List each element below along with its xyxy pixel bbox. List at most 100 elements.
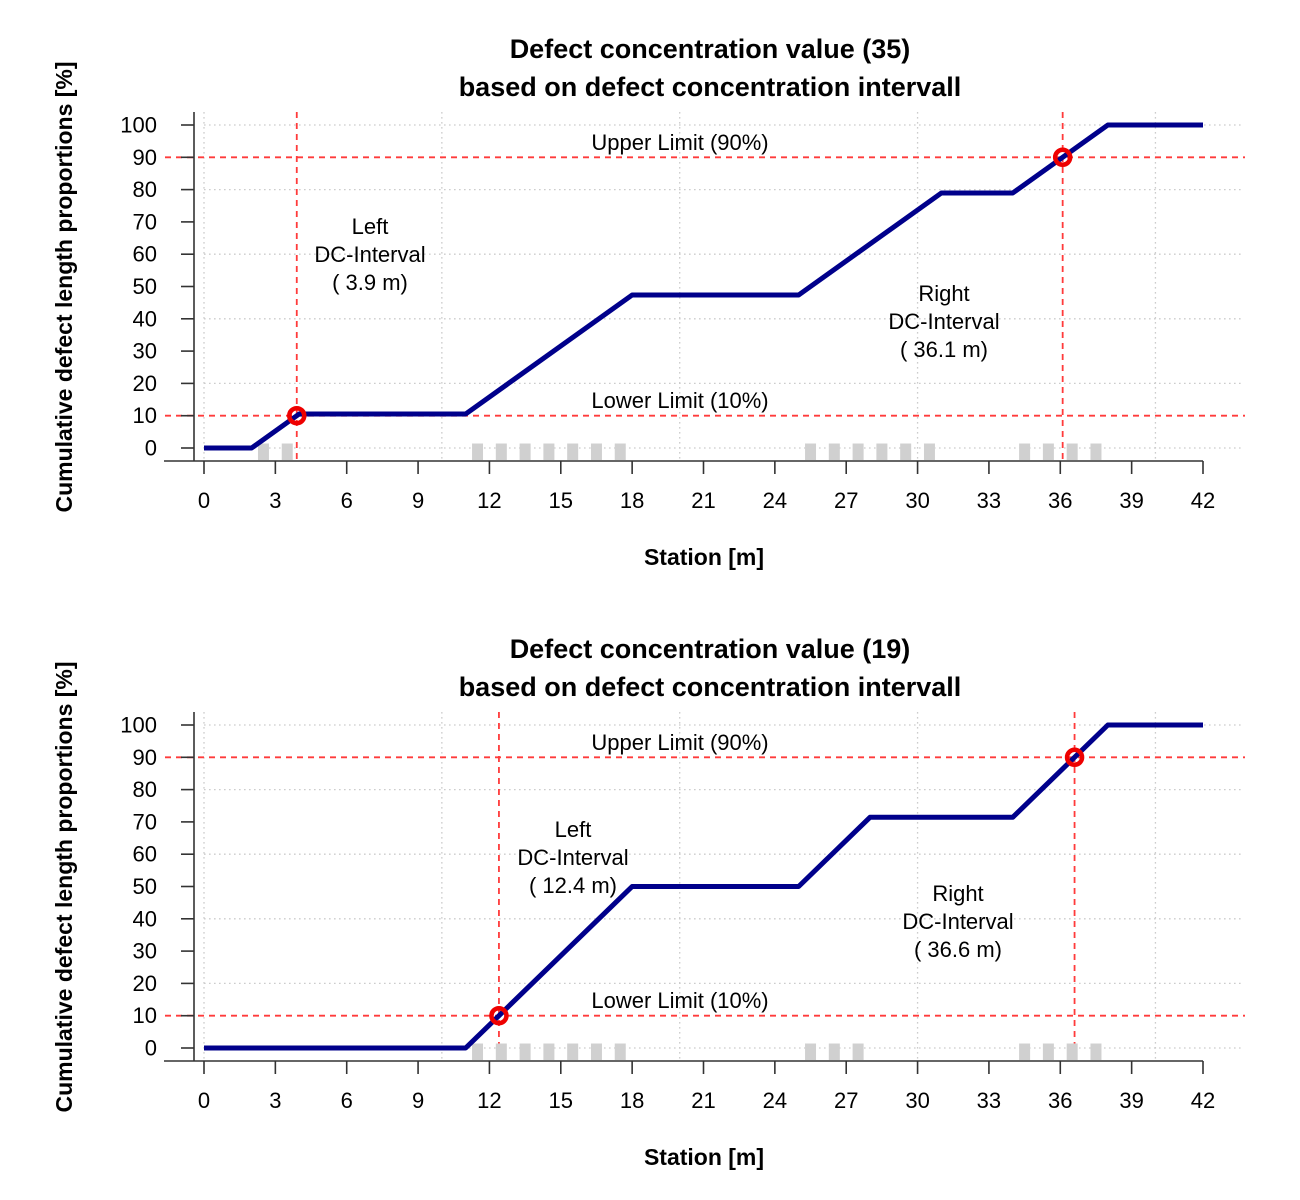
left-dc-interval-annotation-line2: DC-Interval — [517, 845, 628, 870]
y-axis-tick-label: 40 — [133, 906, 157, 931]
y-axis-tick-label: 10 — [133, 403, 157, 428]
y-axis-tick-label: 100 — [120, 713, 157, 738]
x-axis-tick-label: 21 — [691, 1088, 715, 1113]
limit-crossing-marker — [1052, 147, 1073, 168]
x-axis-tick-label: 30 — [905, 488, 929, 513]
y-axis-tick-label: 60 — [133, 242, 157, 267]
x-axis-tick-label: 27 — [834, 1088, 858, 1113]
left-dc-interval-annotation-line3: ( 12.4 m) — [529, 873, 617, 898]
y-axis-tick-label: 90 — [133, 145, 157, 170]
series-layer-1 — [204, 722, 1203, 1060]
y-axis-tick-label: 30 — [133, 339, 157, 364]
y-axis-tick-label: 80 — [133, 177, 157, 202]
x-axis-tick-label: 39 — [1119, 1088, 1143, 1113]
defect-rug-mark — [1066, 443, 1078, 460]
y-axis-title: Cumulative defect length proportions [%] — [51, 661, 77, 1112]
y-axis-tick-label: 0 — [145, 1036, 157, 1061]
upper-limit-label: Upper Limit (90%) — [591, 130, 768, 155]
cumulative-proportion-line — [204, 122, 1203, 451]
y-axis-tick-label: 50 — [133, 874, 157, 899]
x-axis-tick-label: 0 — [198, 488, 210, 513]
lower-limit-label: Lower Limit (10%) — [591, 988, 768, 1013]
left-dc-interval-annotation-line1: Left — [352, 214, 389, 239]
x-axis-tick-label: 9 — [412, 488, 424, 513]
chart-title-line1: Defect concentration value (19) — [510, 634, 911, 664]
defect-rug-mark — [805, 1043, 817, 1060]
defect-rug-mark — [472, 1043, 484, 1060]
defect-rug-mark — [900, 443, 912, 460]
defect-rug-mark — [281, 443, 293, 460]
lower-limit-label: Lower Limit (10%) — [591, 388, 768, 413]
y-axis-tick-label: 20 — [133, 971, 157, 996]
defect-rug-mark — [519, 443, 531, 460]
defect-rug-mark — [590, 443, 602, 460]
defect-rug-mark — [828, 1043, 840, 1060]
defect-rug-mark — [519, 1043, 531, 1060]
x-axis-tick-label: 42 — [1191, 488, 1215, 513]
defect-rug-mark — [852, 443, 864, 460]
x-axis-tick-label: 24 — [763, 488, 787, 513]
y-axis-tick-label: 50 — [133, 274, 157, 299]
limit-crossing-marker — [287, 405, 307, 426]
defect-rug-mark — [828, 443, 840, 460]
right-dc-interval-annotation-line1: Right — [918, 281, 969, 306]
x-axis-tick-label: 18 — [620, 488, 644, 513]
limit-crossing-marker — [1064, 747, 1085, 768]
y-axis-tick-label: 70 — [133, 209, 157, 234]
chart-title-line1: Defect concentration value (35) — [510, 34, 911, 64]
y-axis-tick-label: 80 — [133, 777, 157, 802]
defect-rug-mark — [495, 443, 507, 460]
y-axis-tick-label: 100 — [120, 113, 157, 138]
x-axis-tick-label: 0 — [198, 1088, 210, 1113]
right-dc-interval-annotation-line3: ( 36.6 m) — [914, 937, 1002, 962]
y-axis-tick-label: 40 — [133, 306, 157, 331]
defect-rug-mark — [1042, 443, 1054, 460]
y-axis-tick-label: 90 — [133, 745, 157, 770]
limit-lines-layer-1 — [165, 712, 1245, 1060]
chart-panel-top: 0 3 6 9 12 15 18 21 24 27 30 33 36 39 4201020304050607… — [51, 34, 1245, 570]
defect-rug-mark — [543, 1043, 555, 1060]
upper-limit-label: Upper Limit (90%) — [591, 730, 768, 755]
x-axis-tick-label: 6 — [341, 1088, 353, 1113]
right-dc-interval-annotation-line1: Right — [932, 881, 983, 906]
x-axis-tick-label: 15 — [549, 488, 573, 513]
defect-rug-mark — [543, 443, 555, 460]
left-dc-interval-annotation-line3: ( 3.9 m) — [332, 270, 408, 295]
defect-rug-mark — [472, 443, 484, 460]
defect-rug-mark — [1066, 1043, 1078, 1060]
y-axis-tick-label: 30 — [133, 939, 157, 964]
x-axis-tick-label: 21 — [691, 488, 715, 513]
axes-layer-1: 0 3 6 9 12 15 18 21 24 27 30 33 36 39 4201020304050607… — [120, 712, 1215, 1113]
y-axis-title: Cumulative defect length proportions [%] — [51, 61, 77, 512]
defect-rug-mark — [567, 443, 579, 460]
axes-layer-0: 0 3 6 9 12 15 18 21 24 27 30 33 36 39 4201020304050607… — [120, 112, 1215, 513]
x-axis-title: Station [m] — [644, 544, 764, 570]
right-dc-interval-annotation-line2: DC-Interval — [902, 909, 1013, 934]
series-layer-0 — [204, 122, 1203, 460]
defect-rug-mark — [1019, 1043, 1031, 1060]
left-dc-interval-annotation-line1: Left — [555, 817, 592, 842]
x-axis-tick-label: 15 — [549, 1088, 573, 1113]
defect-rug-mark — [1090, 443, 1102, 460]
right-dc-interval-annotation-line3: ( 36.1 m) — [900, 337, 988, 362]
defect-rug-mark — [1042, 1043, 1054, 1060]
x-axis-tick-label: 36 — [1048, 488, 1072, 513]
x-axis-title: Station [m] — [644, 1144, 764, 1170]
limit-crossing-marker — [489, 1005, 509, 1026]
x-axis-tick-label: 36 — [1048, 1088, 1072, 1113]
defect-rug-mark — [923, 443, 935, 460]
defect-rug-mark — [805, 443, 817, 460]
x-axis-tick-label: 33 — [977, 488, 1001, 513]
x-axis-tick-label: 12 — [477, 488, 501, 513]
chart-title-line2: based on defect concentration intervall — [459, 72, 962, 102]
defect-rug-mark — [852, 1043, 864, 1060]
defect-rug-mark — [1090, 1043, 1102, 1060]
y-axis-tick-label: 70 — [133, 809, 157, 834]
y-axis-tick-label: 10 — [133, 1003, 157, 1028]
defect-rug-mark — [257, 443, 269, 460]
x-axis-tick-label: 6 — [341, 488, 353, 513]
defect-rug-mark — [590, 1043, 602, 1060]
x-axis-tick-label: 24 — [763, 1088, 787, 1113]
x-axis-tick-label: 3 — [269, 488, 281, 513]
x-axis-tick-label: 33 — [977, 1088, 1001, 1113]
